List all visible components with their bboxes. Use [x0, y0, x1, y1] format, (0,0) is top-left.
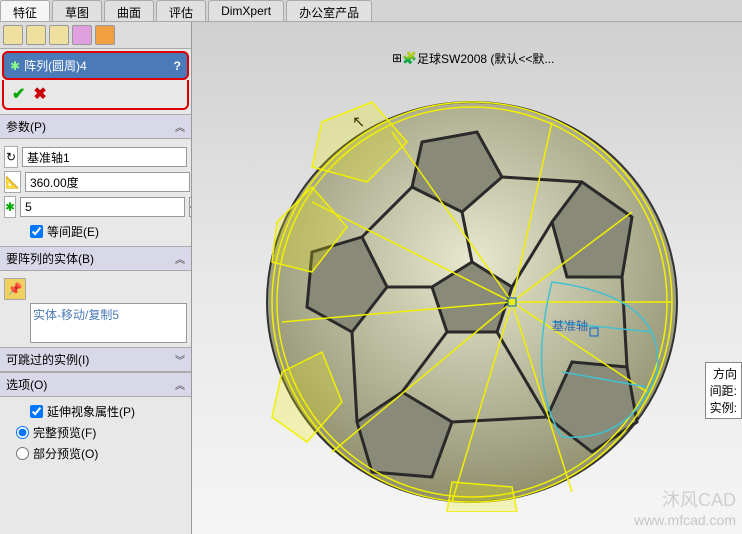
- tab-evaluate[interactable]: 评估: [156, 0, 206, 21]
- chevron-up-icon: ︽: [175, 377, 185, 392]
- watermark-brand: 沐风CAD: [662, 486, 736, 512]
- feature-title: 阵列(圆周)4: [24, 57, 87, 74]
- bodies-header[interactable]: 要阵列的实体(B) ︽: [0, 246, 191, 271]
- body-icon[interactable]: 📌: [4, 278, 26, 300]
- partial-preview-label: 部分预览(O): [33, 445, 98, 462]
- panel-icon-4[interactable]: [72, 25, 92, 45]
- panel-icon-2[interactable]: [26, 25, 46, 45]
- params-label: 参数(P): [6, 118, 46, 135]
- chevron-up-icon: ︽: [175, 119, 185, 134]
- pattern-icon: ✱: [10, 59, 20, 73]
- extend-props-label: 延伸视象属性(P): [47, 403, 135, 420]
- tab-office[interactable]: 办公室产品: [286, 0, 372, 21]
- options-body: 延伸视象属性(P) 完整预览(F) 部分预览(O): [0, 397, 191, 468]
- info-line2: 间距:: [710, 382, 737, 399]
- axis-icon[interactable]: ↻: [4, 146, 18, 168]
- count-icon[interactable]: ✱: [4, 196, 16, 218]
- help-button[interactable]: ?: [174, 59, 181, 73]
- feature-header: ✱ 阵列(圆周)4 ?: [2, 51, 189, 80]
- panel-icon-3[interactable]: [49, 25, 69, 45]
- panel-icon-5[interactable]: [95, 25, 115, 45]
- panel-icon-1[interactable]: [3, 25, 23, 45]
- bodies-list[interactable]: 实体-移动/复制5: [30, 303, 187, 343]
- skip-label: 可跳过的实例(I): [6, 351, 89, 368]
- tab-feature[interactable]: 特征: [0, 0, 50, 21]
- angle-input[interactable]: [25, 172, 190, 192]
- chevron-up-icon: ︽: [175, 251, 185, 266]
- angle-icon[interactable]: 📐: [4, 171, 21, 193]
- chevron-down-icon: ︾: [175, 352, 185, 367]
- info-callout: 方向 间距: 实例:: [705, 362, 742, 419]
- watermark-url: www.mfcad.com: [634, 512, 736, 528]
- expand-icon[interactable]: ⊞: [392, 51, 402, 65]
- tab-dimxpert[interactable]: DimXpert: [208, 0, 284, 21]
- ok-button[interactable]: ✔: [12, 84, 25, 104]
- tree-root-label[interactable]: 足球SW2008 (默认<<默...: [417, 50, 554, 67]
- command-tabs: 特征 草图 曲面 评估 DimXpert 办公室产品: [0, 0, 742, 22]
- partial-preview-radio[interactable]: [16, 447, 29, 460]
- viewport[interactable]: ⊞ 🧩 足球SW2008 (默认<<默... ↖: [192, 22, 742, 534]
- tab-sketch[interactable]: 草图: [52, 0, 102, 21]
- cancel-button[interactable]: ✖: [33, 84, 46, 104]
- info-line1: 方向: [710, 365, 737, 382]
- options-label: 选项(O): [6, 376, 47, 393]
- part-icon: 🧩: [402, 51, 417, 65]
- count-input[interactable]: [20, 197, 185, 217]
- equal-spacing-label: 等间距(E): [47, 223, 99, 240]
- info-line3: 实例:: [710, 399, 737, 416]
- body-item[interactable]: 实体-移动/复制5: [33, 306, 184, 323]
- full-preview-label: 完整预览(F): [33, 424, 96, 441]
- equal-spacing-check[interactable]: [30, 225, 43, 238]
- params-header[interactable]: 参数(P) ︽: [0, 114, 191, 139]
- skip-header[interactable]: 可跳过的实例(I) ︾: [0, 347, 191, 372]
- full-preview-radio[interactable]: [16, 426, 29, 439]
- svg-text:基准轴: 基准轴: [552, 318, 588, 333]
- panel-icon-row: [0, 22, 191, 49]
- confirm-row: ✔ ✖: [2, 80, 189, 110]
- property-panel: ✱ 阵列(圆周)4 ? ✔ ✖ 参数(P) ︽ ↻ 📐 ▲ ▼: [0, 22, 192, 534]
- bodies-body: 📌 实体-移动/复制5: [0, 271, 191, 347]
- tree-flyout: ⊞ 🧩 足球SW2008 (默认<<默...: [392, 48, 554, 68]
- tab-surface[interactable]: 曲面: [104, 0, 154, 21]
- params-body: ↻ 📐 ▲ ▼ ✱ ▲ ▼ 等间距(E): [0, 139, 191, 246]
- soccer-ball-model: 基准轴: [252, 72, 692, 512]
- options-header[interactable]: 选项(O) ︽: [0, 372, 191, 397]
- axis-input[interactable]: [22, 147, 187, 167]
- bodies-label: 要阵列的实体(B): [6, 250, 94, 267]
- extend-props-check[interactable]: [30, 405, 43, 418]
